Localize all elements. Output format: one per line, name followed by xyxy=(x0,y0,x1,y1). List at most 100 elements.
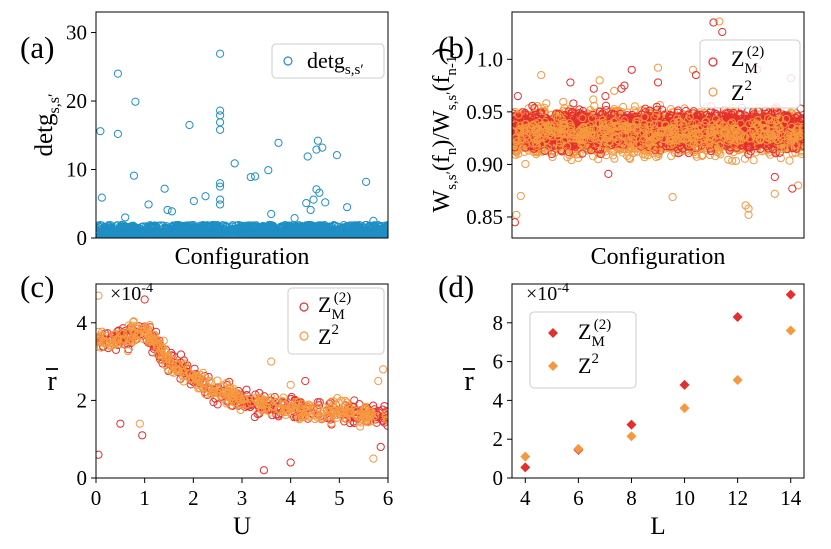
data-point xyxy=(206,223,215,232)
data-point xyxy=(653,63,663,72)
data-point xyxy=(128,228,137,237)
data-point xyxy=(294,221,303,230)
data-point xyxy=(113,232,122,238)
data-point xyxy=(199,227,208,236)
data-point xyxy=(119,232,128,238)
data-point xyxy=(246,172,255,182)
data-point xyxy=(667,151,676,161)
data-point xyxy=(236,227,246,236)
data-point xyxy=(236,221,246,230)
data-point xyxy=(641,104,650,113)
data-point xyxy=(744,210,753,219)
data-point xyxy=(189,196,198,206)
data-point xyxy=(113,69,123,78)
data-point xyxy=(216,106,225,115)
data-point xyxy=(216,195,225,204)
data-point xyxy=(623,151,632,161)
data-point xyxy=(324,222,334,231)
data-point xyxy=(218,222,228,231)
data-point xyxy=(796,104,804,113)
data-point xyxy=(281,232,290,238)
data-point xyxy=(771,149,780,158)
data-point xyxy=(163,224,172,233)
data-point xyxy=(369,216,378,225)
data-point xyxy=(315,188,324,197)
data-point xyxy=(363,232,373,238)
data-point xyxy=(216,200,225,209)
x-axis-label: Configuration xyxy=(175,244,310,270)
data-point xyxy=(308,225,317,234)
data-point xyxy=(97,224,106,234)
data-point xyxy=(259,222,268,231)
data-point xyxy=(136,227,145,236)
data-point xyxy=(332,151,341,160)
panel-label: (a) xyxy=(20,30,54,65)
data-point xyxy=(630,102,639,111)
data-point xyxy=(216,182,225,191)
data-point xyxy=(312,145,321,154)
data-point xyxy=(567,155,576,165)
data-point xyxy=(216,179,225,188)
data-point xyxy=(645,106,654,115)
data-point xyxy=(348,221,357,230)
data-point xyxy=(791,148,800,157)
y-tick-label: 20 xyxy=(66,89,87,113)
data-point xyxy=(346,221,355,230)
data-point xyxy=(230,159,239,168)
data-point xyxy=(559,97,568,107)
data-point xyxy=(596,149,605,159)
data-point xyxy=(326,232,335,238)
data-point xyxy=(309,231,318,238)
data-point xyxy=(575,105,584,114)
data-point xyxy=(770,189,779,198)
axes-frame xyxy=(95,11,389,239)
data-point xyxy=(236,231,245,238)
data-point xyxy=(610,86,619,95)
data-point xyxy=(331,221,340,230)
data-point xyxy=(313,233,322,238)
data-point xyxy=(785,156,794,165)
data-point xyxy=(286,230,296,238)
data-point xyxy=(370,228,379,237)
data-point xyxy=(741,201,750,210)
data-point xyxy=(302,198,311,208)
data-point xyxy=(120,230,130,238)
data-point xyxy=(143,223,152,232)
y-tick-label: 30 xyxy=(66,21,87,45)
data-point xyxy=(712,110,721,119)
data-point xyxy=(210,230,219,238)
data-point xyxy=(705,150,714,160)
data-point xyxy=(128,224,137,233)
data-point xyxy=(314,221,323,230)
data-point xyxy=(303,152,312,161)
data-point xyxy=(286,225,295,235)
data-point xyxy=(96,127,105,136)
data-point xyxy=(673,106,683,115)
data-point xyxy=(201,192,210,201)
data-point xyxy=(610,154,619,163)
data-point xyxy=(542,99,551,108)
data-point xyxy=(309,195,318,204)
data-point xyxy=(797,149,804,159)
data-point xyxy=(225,231,234,238)
data-point xyxy=(692,152,701,161)
data-point xyxy=(264,166,273,175)
data-point xyxy=(132,229,141,238)
data-point xyxy=(249,222,258,232)
data-point xyxy=(516,191,525,201)
data-point xyxy=(313,136,323,145)
data-point xyxy=(205,232,215,238)
data-point xyxy=(121,213,130,222)
data-point xyxy=(147,228,156,237)
data-point xyxy=(216,125,225,134)
data-point xyxy=(668,192,677,202)
data-point xyxy=(216,111,225,120)
data-point xyxy=(129,171,139,180)
data-point xyxy=(151,231,161,238)
data-point xyxy=(512,210,521,219)
data-point xyxy=(160,184,169,193)
data-point xyxy=(731,156,741,166)
data-point xyxy=(589,152,598,161)
data-point xyxy=(589,95,598,104)
